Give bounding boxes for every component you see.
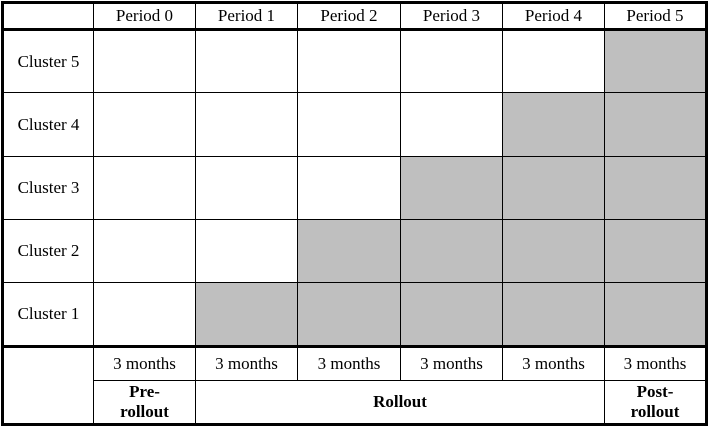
period-header-3: Period 3 (400, 1, 503, 32)
cluster-row-5: Cluster 5 (2, 29, 707, 94)
duration-cell-4: 3 months (502, 344, 605, 381)
period-header-5: Period 5 (604, 1, 707, 32)
cell-cluster1-period5 (604, 282, 707, 347)
cell-cluster4-period1 (195, 92, 298, 157)
cell-cluster1-period0 (93, 282, 196, 347)
cell-cluster2-period0 (93, 219, 196, 284)
cluster-row-4: Cluster 4 (2, 92, 707, 157)
cluster-row-2: Cluster 2 (2, 219, 707, 284)
cell-cluster3-period5 (604, 155, 707, 221)
cell-cluster5-period2 (297, 29, 401, 94)
cell-cluster1-period4 (502, 282, 605, 347)
cluster-label-3: Cluster 3 (2, 155, 94, 221)
cell-cluster3-period0 (93, 155, 196, 221)
duration-cell-0: 3 months (93, 344, 196, 381)
corner-cell (2, 1, 94, 32)
cell-cluster1-period3 (400, 282, 503, 347)
cluster-label-5: Cluster 5 (2, 29, 94, 94)
cell-cluster5-period5 (604, 29, 707, 94)
cell-cluster4-period3 (400, 92, 503, 157)
cluster-label-2: Cluster 2 (2, 219, 94, 284)
cell-cluster5-period4 (502, 29, 605, 94)
cell-cluster5-period1 (195, 29, 298, 94)
cell-cluster1-period1 (195, 282, 298, 347)
cluster-row-3: Cluster 3 (2, 155, 707, 221)
cell-cluster3-period3 (400, 155, 503, 221)
cell-cluster3-period1 (195, 155, 298, 221)
duration-cell-3: 3 months (400, 344, 503, 381)
phase-rollout: Rollout (195, 379, 605, 426)
cell-cluster2-period1 (195, 219, 298, 284)
cell-cluster3-period4 (502, 155, 605, 221)
cluster-row-1: Cluster 1 (2, 282, 707, 347)
phase-row: Pre- rollout Rollout Post- rollout (3, 379, 707, 426)
cell-cluster2-period4 (502, 219, 605, 284)
cell-cluster1-period2 (297, 282, 401, 347)
period-header-1: Period 1 (195, 1, 298, 32)
header-row: Period 0 Period 1 Period 2 Period 3 Peri… (2, 1, 707, 32)
cell-cluster5-period0 (93, 29, 196, 94)
cell-cluster3-period2 (297, 155, 401, 221)
period-header-4: Period 4 (502, 1, 605, 32)
bottom-corner-cell (2, 344, 94, 426)
cluster-label-4: Cluster 4 (2, 92, 94, 157)
cell-cluster4-period5 (604, 92, 707, 157)
cell-cluster4-period0 (93, 92, 196, 157)
cell-cluster2-period3 (400, 219, 503, 284)
phase-pre-rollout: Pre- rollout (93, 379, 196, 426)
cell-cluster4-period2 (297, 92, 401, 157)
duration-row: 3 months 3 months 3 months 3 months 3 mo… (2, 344, 707, 426)
duration-cell-1: 3 months (195, 344, 298, 381)
period-header-2: Period 2 (297, 1, 401, 32)
cell-cluster4-period4 (502, 92, 605, 157)
cell-cluster5-period3 (400, 29, 503, 94)
cluster-label-1: Cluster 1 (2, 282, 94, 347)
duration-cell-5: 3 months (604, 344, 707, 381)
cell-cluster2-period5 (604, 219, 707, 284)
phase-post-rollout: Post- rollout (604, 379, 707, 426)
period-header-0: Period 0 (93, 1, 196, 32)
cell-cluster2-period2 (297, 219, 401, 284)
duration-cell-2: 3 months (297, 344, 401, 381)
